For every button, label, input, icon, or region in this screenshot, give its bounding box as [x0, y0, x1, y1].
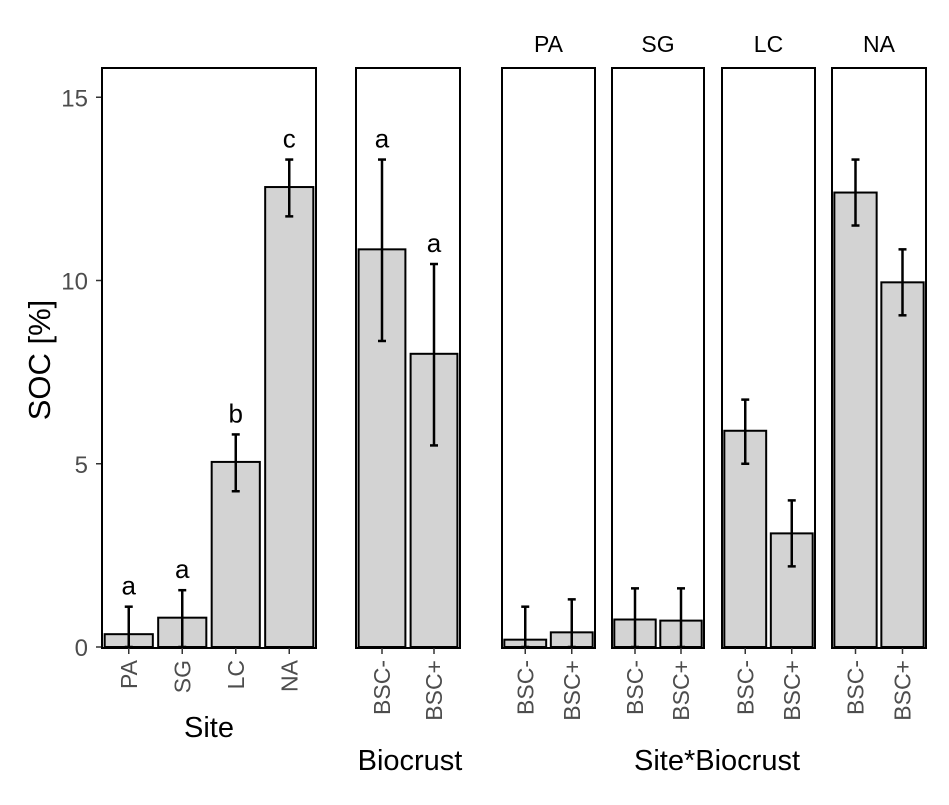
facet-label: LC: [754, 31, 783, 57]
panel-site: a PA a SG b LC c NA Site: [101, 67, 317, 744]
y-axis-label: SOC [%]: [22, 300, 57, 421]
x-tick-label: BSC-: [512, 660, 538, 715]
panel-border: [101, 67, 317, 649]
x-axis-label: Biocrust: [358, 745, 463, 777]
facet-sg: SG BSC- BSC+: [611, 31, 705, 721]
facet-label: NA: [863, 31, 896, 57]
x-tick-label: BSC+: [421, 660, 447, 721]
bar-BSC+: [880, 281, 925, 648]
x-tick-label: NA: [276, 659, 302, 692]
x-axis-label: Site: [184, 712, 234, 744]
facet-lc: LC BSC- BSC+: [721, 31, 816, 721]
x-tick-label: BSC+: [668, 660, 694, 721]
panel-border: [831, 67, 927, 649]
panel-border: [721, 67, 816, 649]
significance-letter: a: [427, 228, 442, 258]
x-tick-label: BSC-: [369, 660, 395, 715]
x-tick-label: BSC-: [732, 660, 758, 715]
bar-BSC-: [833, 191, 878, 648]
x-axis-label: Site*Biocrust: [634, 745, 800, 777]
y-tick-label: 0: [75, 635, 88, 662]
facet-pa: PA BSC- BSC+: [501, 31, 596, 721]
panel-border: [501, 67, 596, 649]
facet-label: PA: [534, 31, 564, 57]
panel-biocrust: a BSC-a BSC+ Biocrust: [355, 67, 463, 777]
x-tick-label: PA: [116, 659, 142, 689]
x-tick-label: BSC+: [890, 660, 916, 721]
chart-panels: a PA a SG b LC c NA Site a BSC-a BSC+ Biocrust PA BSC-…: [101, 31, 927, 777]
facet-label: SG: [641, 31, 674, 57]
panel-border: [611, 67, 705, 649]
significance-letter: a: [122, 571, 137, 601]
bar-BSC-: [723, 429, 768, 649]
significance-letter: c: [283, 124, 296, 154]
x-tick-label: SG: [169, 660, 195, 693]
significance-letter: a: [375, 124, 390, 154]
y-axis: 0 5 10 15: [61, 85, 102, 662]
x-tick-label: BSC+: [559, 660, 585, 721]
x-tick-label: BSC-: [622, 660, 648, 715]
bar-NA: [264, 186, 315, 648]
significance-letter: b: [229, 398, 243, 428]
y-tick-label: 15: [61, 85, 88, 112]
x-tick-label: LC: [223, 660, 249, 689]
y-tick-label: 10: [61, 269, 88, 296]
panel-site-biocrust: PA BSC- BSC+ SG BSC- BSC+ LC BSC- BSC+ NA BSC- BSC+…: [501, 31, 927, 777]
significance-letter: a: [175, 554, 190, 584]
facet-na: NA BSC- BSC+: [831, 31, 927, 721]
x-tick-label: BSC-: [843, 660, 869, 715]
panel-border: [355, 67, 461, 649]
x-tick-label: BSC+: [779, 660, 805, 721]
y-tick-label: 5: [75, 452, 88, 479]
